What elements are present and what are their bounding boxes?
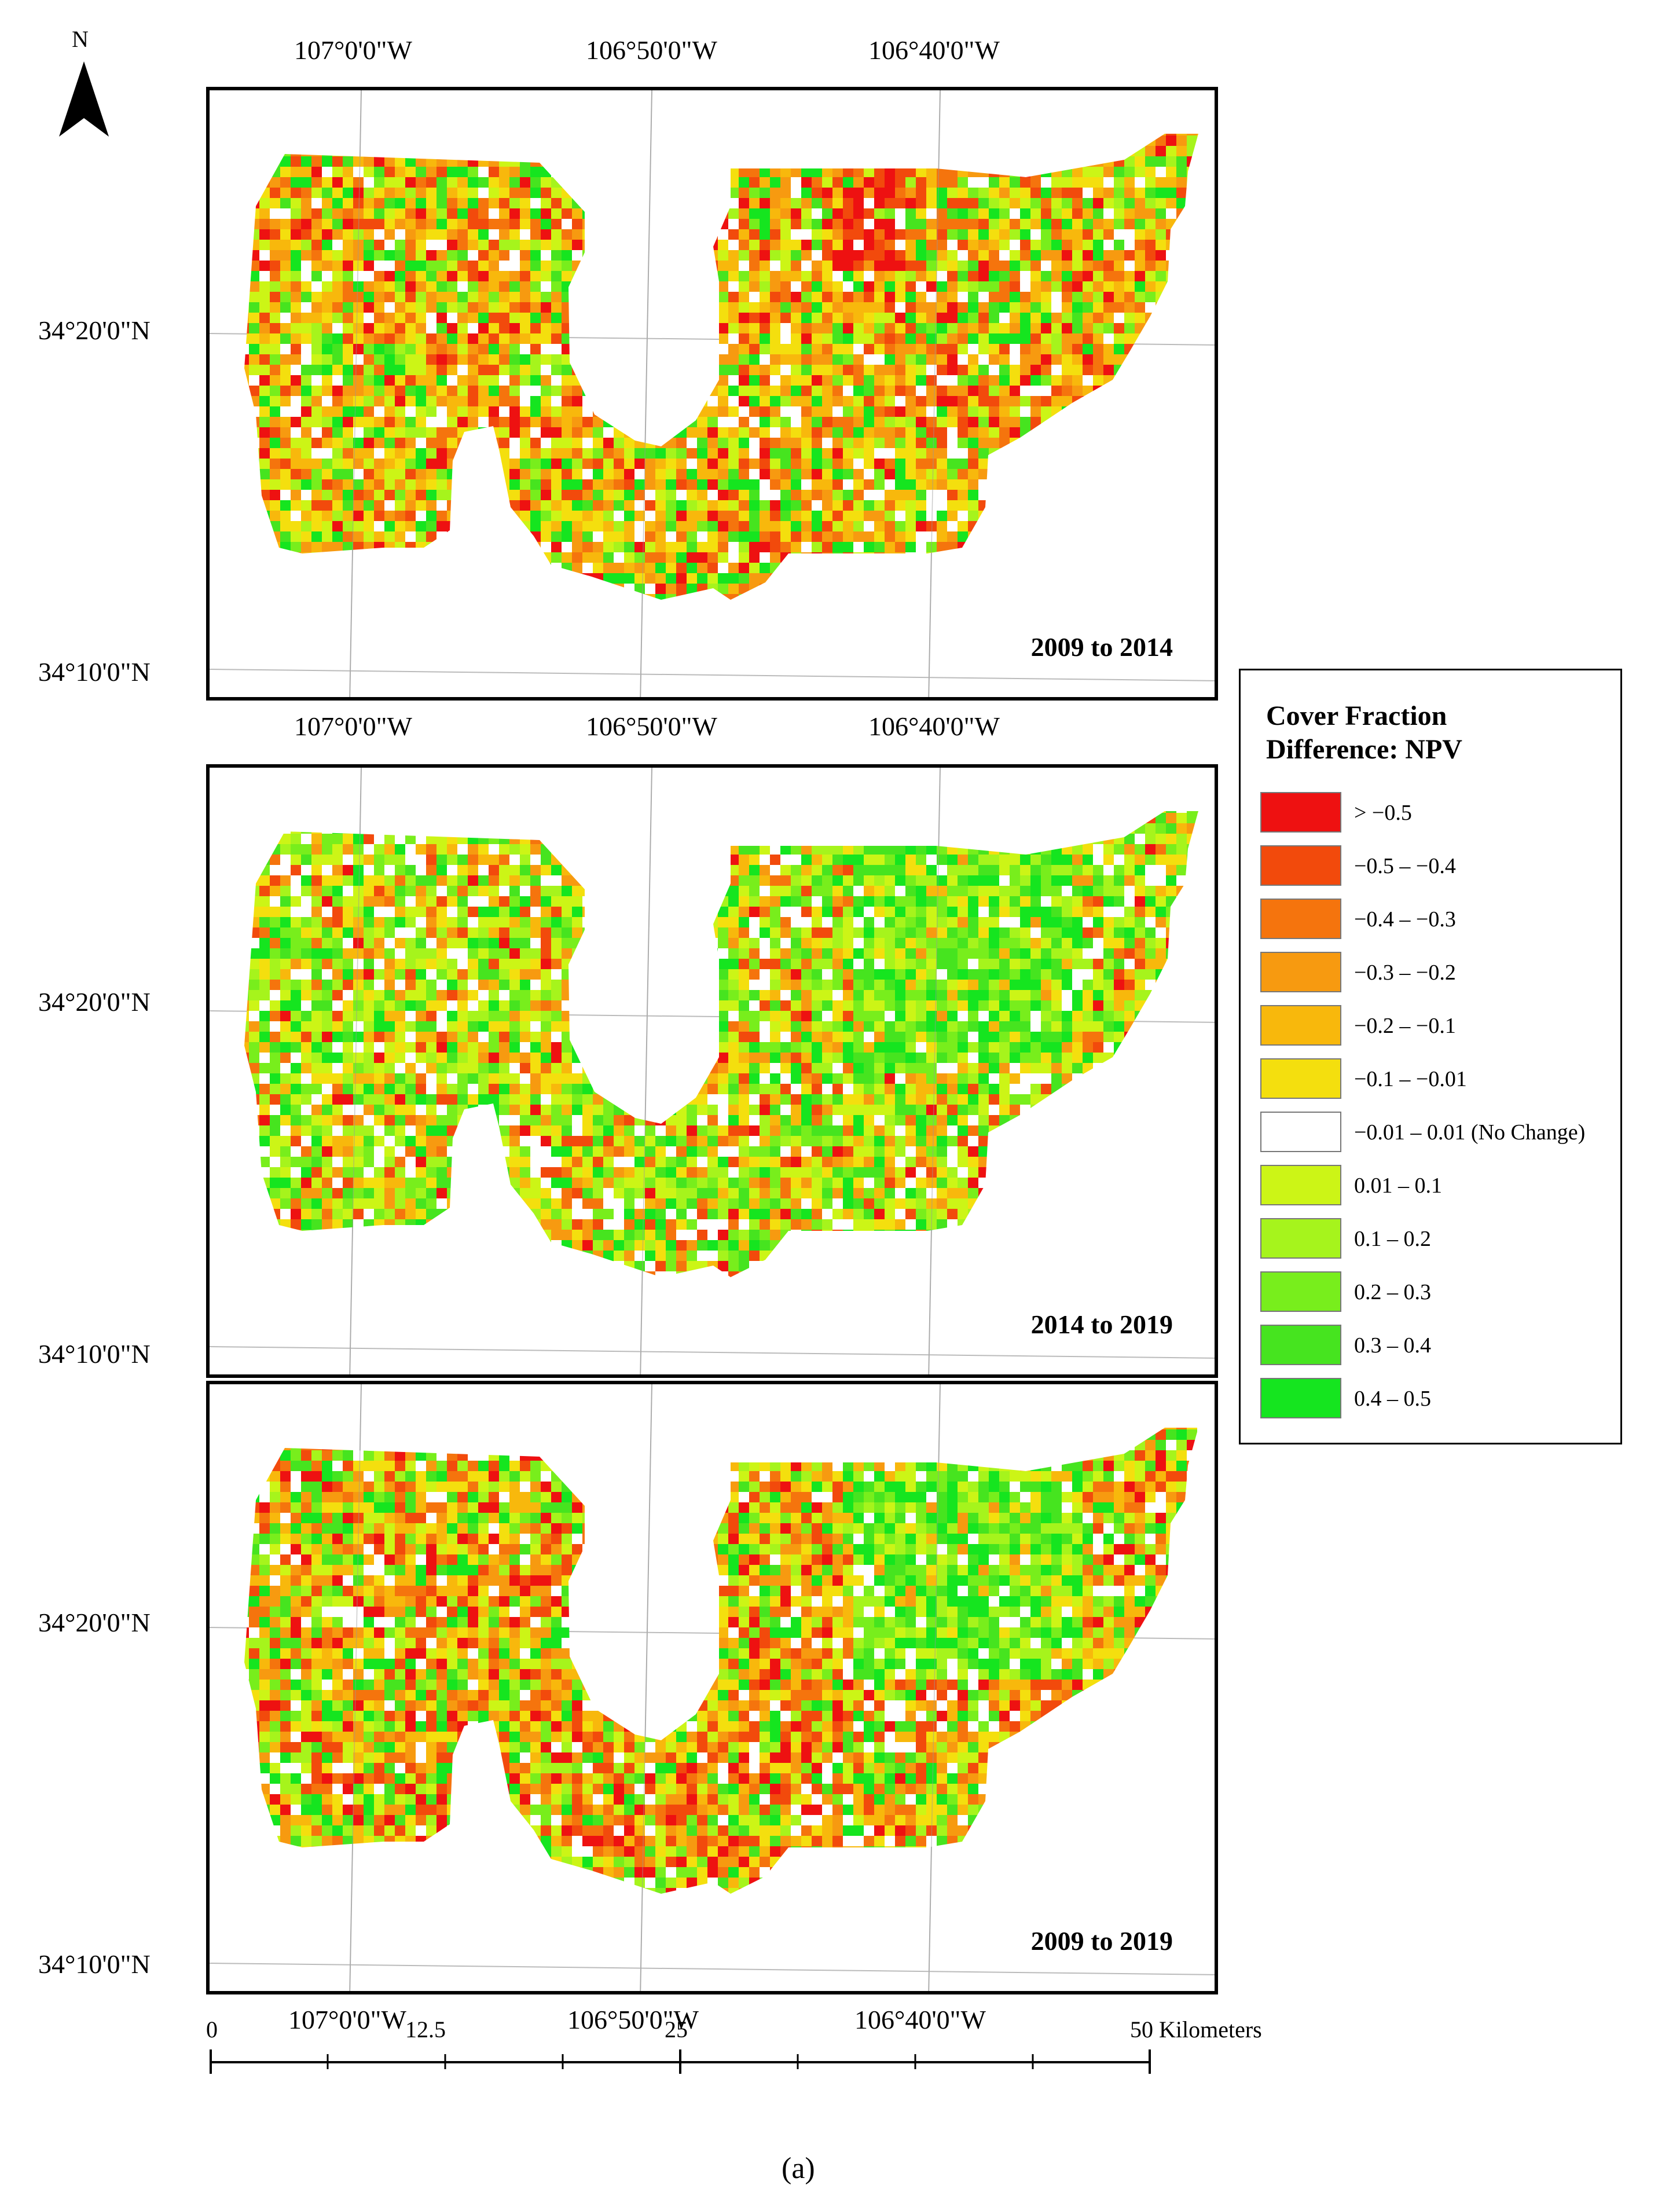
ndvi-change-map-2 — [210, 768, 1215, 1374]
scale-label-25: 25 — [665, 2016, 688, 2043]
lat-label-3420-p2: 34°20'0"N — [38, 987, 151, 1017]
legend-item: 0.4 – 0.5 — [1260, 1378, 1619, 1418]
legend-swatch — [1260, 1218, 1341, 1259]
lon-label-10650-top: 106°50'0"W — [586, 35, 717, 65]
legend-swatch — [1260, 1005, 1341, 1046]
lon-label-10640-top: 106°40'0"W — [868, 35, 1000, 65]
ndvi-change-map-3 — [210, 1384, 1215, 1991]
lon-label-107-bottom: 107°0'0"W — [288, 2005, 406, 2034]
lon-label-10650-bottom: 106°50'0"W — [567, 2005, 699, 2034]
legend-swatch — [1260, 1058, 1341, 1099]
map-panel-2014-2019: 2014 to 2019 — [206, 764, 1218, 1378]
legend-item: 0.1 – 0.2 — [1260, 1218, 1619, 1259]
legend-title-line2: Difference: NPV — [1266, 734, 1462, 765]
lat-label-3410-p1: 34°10'0"N — [38, 657, 151, 687]
lat-label-3410-p2: 34°10'0"N — [38, 1339, 151, 1369]
legend-label: 0.01 – 0.1 — [1354, 1174, 1442, 1198]
legend-swatch — [1260, 1325, 1341, 1365]
legend-label: 0.4 – 0.5 — [1354, 1387, 1431, 1411]
north-arrow: N — [52, 28, 116, 144]
panel-title: 2014 to 2019 — [1030, 1310, 1173, 1339]
legend-swatch — [1260, 1378, 1341, 1418]
scale-bar-graphic — [210, 2049, 1151, 2074]
scale-bar: 0 12.5 25 50 Kilometers — [206, 2009, 1262, 2084]
legend-swatch — [1260, 899, 1341, 939]
legend-swatch — [1260, 1271, 1341, 1312]
lon-label-107-mid: 107°0'0"W — [294, 712, 412, 741]
map-panel-2009-2019: 2009 to 2019 — [206, 1381, 1218, 1994]
legend-title-line1: Cover Fraction — [1266, 701, 1447, 731]
lon-label-10650-mid: 106°50'0"W — [586, 712, 717, 741]
ndvi-change-map-1 — [210, 90, 1215, 697]
legend-label: −0.4 – −0.3 — [1354, 907, 1456, 932]
legend-label: −0.2 – −0.1 — [1354, 1014, 1456, 1038]
legend-swatch — [1260, 952, 1341, 992]
lat-label-3420-p1: 34°20'0"N — [38, 316, 151, 345]
legend-item: > −0.5 — [1260, 792, 1619, 833]
lon-label-10640-mid: 106°40'0"W — [868, 712, 1000, 741]
lat-label-3410-p3: 34°10'0"N — [38, 1949, 151, 1979]
legend-item: −0.01 – 0.01 (No Change) — [1260, 1112, 1619, 1152]
legend-item: 0.01 – 0.1 — [1260, 1165, 1619, 1205]
map-panel-2009-2014: 2009 to 2014 — [206, 87, 1218, 701]
legend-label: > −0.5 — [1354, 801, 1412, 825]
legend-item: −0.1 – −0.01 — [1260, 1058, 1619, 1099]
north-arrow-icon — [59, 61, 109, 137]
lon-label-10640-bottom: 106°40'0"W — [854, 2005, 986, 2034]
legend-item: −0.5 – −0.4 — [1260, 845, 1619, 886]
legend-swatch — [1260, 1165, 1341, 1205]
panel-title: 2009 to 2019 — [1030, 1926, 1173, 1956]
scale-label-0: 0 — [206, 2016, 218, 2043]
legend-item: −0.4 – −0.3 — [1260, 899, 1619, 939]
legend-label: 0.2 – 0.3 — [1354, 1280, 1431, 1304]
north-label: N — [72, 26, 89, 52]
legend-label: −0.5 – −0.4 — [1354, 854, 1456, 878]
legend-label: −0.3 – −0.2 — [1354, 960, 1456, 985]
legend-swatch — [1260, 1112, 1341, 1152]
legend-label: −0.01 – 0.01 (No Change) — [1354, 1120, 1586, 1145]
legend-swatch — [1260, 845, 1341, 886]
legend-label: 0.1 – 0.2 — [1354, 1227, 1431, 1251]
legend-item: 0.3 – 0.4 — [1260, 1325, 1619, 1365]
legend-item: −0.2 – −0.1 — [1260, 1005, 1619, 1046]
scale-label-50: 50 Kilometers — [1130, 2016, 1262, 2043]
legend-swatch — [1260, 792, 1341, 833]
legend-label: 0.3 – 0.4 — [1354, 1333, 1431, 1358]
legend: Cover Fraction Difference: NPV > −0.5 −0.… — [1239, 669, 1622, 1444]
legend-item: 0.2 – 0.3 — [1260, 1271, 1619, 1312]
figure-caption: (a) — [782, 2152, 815, 2185]
lat-label-3420-p3: 34°20'0"N — [38, 1608, 151, 1637]
legend-label: −0.1 – −0.01 — [1354, 1067, 1467, 1091]
scale-label-12-5: 12.5 — [405, 2016, 446, 2043]
panel-title: 2009 to 2014 — [1030, 632, 1173, 662]
legend-title: Cover Fraction Difference: NPV — [1266, 699, 1462, 767]
legend-item: −0.3 – −0.2 — [1260, 952, 1619, 992]
lon-label-107-top: 107°0'0"W — [294, 35, 412, 65]
